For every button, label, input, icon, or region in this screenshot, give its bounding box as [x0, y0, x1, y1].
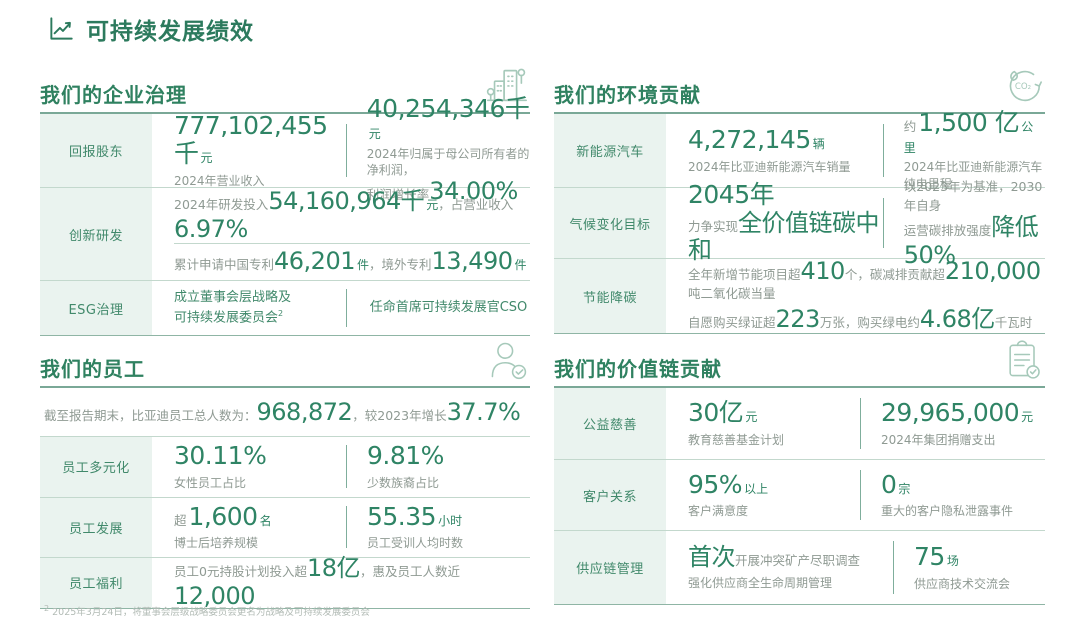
row-label: 回报股东 — [40, 114, 152, 187]
divider — [346, 505, 347, 549]
stat-patents: 累计申请中国专利46,201 件，境外专利13,490 件 — [174, 247, 527, 276]
stat-donation: 29,965,000 元 2024年集团捐赠支出 — [881, 398, 1034, 447]
divider — [346, 124, 347, 177]
divider — [174, 243, 530, 245]
row-climate: 气候变化目标 2045年 力争实现全价值链碳中和 以2023年为基准，2030年… — [554, 179, 1045, 269]
stat-esg-committee: 成立董事会层战略及 可持续发展委员会2 — [174, 290, 292, 326]
section-title-environment: 我们的环境贡献 — [554, 83, 701, 107]
divider — [860, 469, 861, 521]
row-label: 供应链管理 — [554, 531, 666, 604]
co2-leaf-icon: CO₂ — [999, 62, 1045, 112]
divider — [883, 124, 884, 177]
section-title-governance: 我们的企业治理 — [40, 83, 187, 107]
row-carbon: 节能降碳 全年新增节能项目超410个，碳减排贡献超210,000吨二氧化碳当量 … — [554, 257, 1045, 334]
stat-satisfaction: 95% 以上 客户满意度 — [688, 469, 769, 519]
row-label: 新能源汽车 — [554, 114, 666, 187]
stat-minority-ratio: 9.81% 少数族裔占比 — [367, 441, 444, 490]
section-title-valuechain: 我们的价值链贡献 — [554, 357, 722, 381]
buildings-icon — [484, 62, 530, 112]
stat-conflict-minerals: 首次开展冲突矿产尽职调查 强化供应商全生命周期管理 — [688, 542, 861, 591]
row-development: 员工发展 超1,600 名 博士后培养规模 55.35 小时 员工受训人均时数 — [40, 496, 530, 557]
footnote: 2 2025年3月24日，将董事会层级战略委员会更名为战略及可持续发展委员会 — [44, 604, 370, 619]
stat-rnd-investment: 2024年研发投入54,160,964千 元，占营业收入6.97% — [174, 187, 514, 243]
row-label: 员工福利 — [40, 557, 152, 608]
divider — [346, 445, 347, 489]
divider — [883, 197, 884, 249]
section-valuechain: 我们的价值链贡献 公益慈善 30亿元 教育慈善基金计划 29,965,000 元 — [554, 336, 1045, 605]
row-supply: 供应链管理 首次开展冲突矿产尽职调查 强化供应商全生命周期管理 75 场 供应商技… — [554, 530, 1045, 604]
stat-charity-fund: 30亿元 教育慈善基金计划 — [688, 398, 785, 447]
stat-female-ratio: 30.11% 女性员工占比 — [174, 441, 267, 490]
stat-esop: 员工0元持股计划投入超18亿，惠及员工人数近12,000 — [174, 554, 461, 610]
stat-net-profit: 40,254,346千元 2024年归属于母公司所有者的净利润， 利润增长率34… — [366, 94, 530, 206]
stat-carbon-neutral: 2045年 力争实现全价值链碳中和 — [688, 180, 880, 265]
section-employees: 我们的员工 截至报告期末，比亚迪员工总人数为：968,872，较2023年增长3… — [40, 336, 530, 609]
svg-text:CO₂: CO₂ — [1015, 82, 1031, 92]
row-label: 气候变化目标 — [554, 188, 666, 258]
row-rnd: 创新研发 2024年研发投入54,160,964千 元，占营业收入6.97% 累计… — [40, 187, 530, 280]
row-welfare: 员工福利 员工0元持股计划投入超18亿，惠及员工人数近12,000 — [40, 554, 530, 610]
employee-total-line: 截至报告期末，比亚迪员工总人数为：968,872，较2023年增长37.7% — [44, 398, 521, 426]
clipboard-check-icon — [1001, 338, 1045, 386]
row-nev: 新能源汽车 4,272,145 辆 2024年比亚迪新能源汽车销量 约1,500 … — [554, 108, 1045, 191]
person-check-icon — [486, 338, 530, 386]
row-esg: ESG治理 成立董事会层战略及 可持续发展委员会2 任命首席可持续发展官CSO — [40, 280, 530, 335]
trend-chart-icon — [46, 14, 76, 44]
divider — [346, 288, 347, 328]
divider — [893, 541, 894, 594]
row-label: 员工发展 — [40, 497, 152, 557]
divider — [860, 397, 861, 450]
stat-emission-reduction: 以2023年为基准，2030年自身 运营碳排放强度降低50% — [903, 179, 1043, 269]
stat-supplier-meetings: 75 场 供应商技术交流会 — [914, 542, 1011, 591]
stat-nev-mileage: 约1,500 亿公里 2024年比亚迪新能源汽车纯电里程 — [903, 108, 1043, 191]
stat-training-hours: 55.35 小时 员工受训人均时数 — [367, 501, 464, 551]
row-shareholders: 回报股东 777,102,455千元 2024年营业收入 40,254,346千… — [40, 94, 530, 205]
stat-revenue: 777,102,455千元 2024年营业收入 — [174, 110, 328, 189]
page-title-bar: 可持续发展绩效 — [46, 12, 254, 46]
row-label: ESG治理 — [40, 281, 152, 335]
page-title: 可持续发展绩效 — [86, 19, 254, 45]
row-diversity: 员工多元化 30.11% 女性员工占比 9.81% 少数族裔占比 — [40, 435, 530, 497]
stat-nev-sales: 4,272,145 辆 2024年比亚迪新能源汽车销量 — [688, 125, 851, 174]
stat-postdoc: 超1,600 名 博士后培养规模 — [174, 501, 272, 551]
stat-green-power: 自愿购买绿证超223万张，购买绿电约4.68亿千瓦时 — [688, 305, 1033, 334]
section-title-employees: 我们的员工 — [40, 357, 145, 381]
row-label: 创新研发 — [40, 188, 152, 280]
row-label: 员工多元化 — [40, 436, 152, 497]
stat-cso: 任命首席可持续发展官CSO — [369, 300, 528, 316]
row-label: 节能降碳 — [554, 259, 666, 333]
row-label: 客户关系 — [554, 460, 666, 530]
section-governance: 我们的企业治理 回报股东 777,102,455千元 2024年营业收入 — [40, 62, 530, 336]
section-environment: 我们的环境贡献 CO₂ 新能源汽车 4,272,145 辆 2024年比亚迪新能源… — [554, 62, 1045, 334]
stat-energy-projects: 全年新增节能项目超410个，碳减排贡献超210,000吨二氧化碳当量 — [688, 257, 1041, 301]
row-charity: 公益慈善 30亿元 教育慈善基金计划 29,965,000 元 2024年集团捐赠… — [554, 388, 1045, 459]
row-label: 公益慈善 — [554, 388, 666, 459]
